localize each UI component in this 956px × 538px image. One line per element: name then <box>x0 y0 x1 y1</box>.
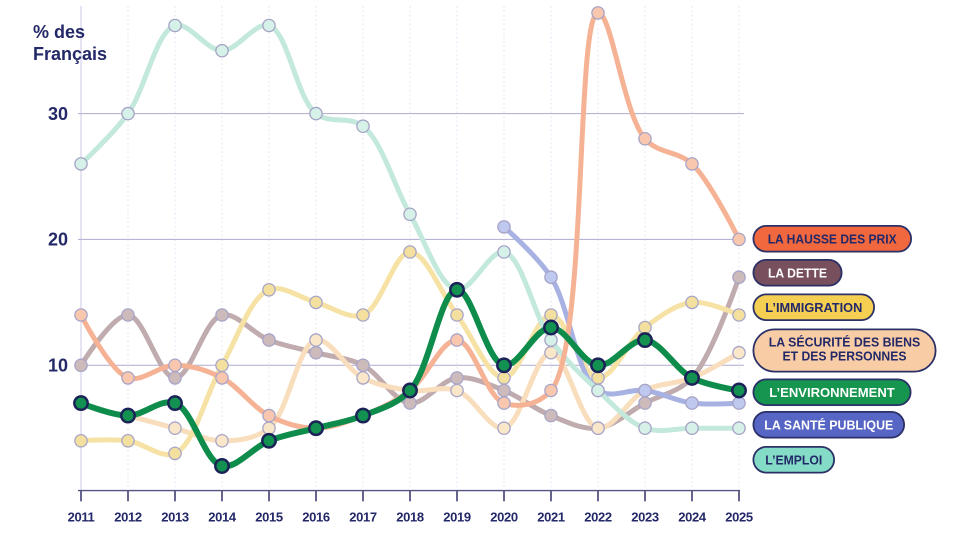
svg-text:2021: 2021 <box>537 510 565 525</box>
svg-text:2015: 2015 <box>255 510 283 525</box>
svg-text:2011: 2011 <box>68 510 95 525</box>
svg-text:% des: % des <box>33 22 85 42</box>
svg-text:10: 10 <box>48 356 68 376</box>
svg-text:LA HAUSSE DES PRIX: LA HAUSSE DES PRIX <box>768 231 897 246</box>
svg-text:2019: 2019 <box>443 510 471 525</box>
svg-text:2013: 2013 <box>161 510 189 525</box>
svg-text:L’ENVIRONNEMENT: L’ENVIRONNEMENT <box>769 385 895 400</box>
svg-text:LA SANTÉ PUBLIQUE: LA SANTÉ PUBLIQUE <box>764 417 893 432</box>
svg-text:LA DETTE: LA DETTE <box>768 265 827 280</box>
svg-text:2023: 2023 <box>631 510 659 525</box>
svg-text:2022: 2022 <box>584 510 612 525</box>
svg-text:2025: 2025 <box>725 510 753 525</box>
svg-text:L’EMPLOI: L’EMPLOI <box>765 452 822 467</box>
svg-text:2012: 2012 <box>114 510 142 525</box>
svg-text:ET DES PERSONNES: ET DES PERSONNES <box>783 348 907 363</box>
svg-text:2014: 2014 <box>208 510 237 525</box>
svg-text:20: 20 <box>48 230 68 250</box>
svg-text:2018: 2018 <box>396 510 424 525</box>
svg-text:2016: 2016 <box>302 510 330 525</box>
svg-text:LA SÉCURITÉ DES BIENS: LA SÉCURITÉ DES BIENS <box>769 335 921 350</box>
svg-text:2020: 2020 <box>490 510 518 525</box>
svg-text:2024: 2024 <box>678 510 707 525</box>
svg-text:30: 30 <box>48 104 68 124</box>
svg-text:Français: Français <box>33 44 107 64</box>
svg-text:L’IMMIGRATION: L’IMMIGRATION <box>765 300 862 315</box>
svg-text:2017: 2017 <box>349 510 377 525</box>
